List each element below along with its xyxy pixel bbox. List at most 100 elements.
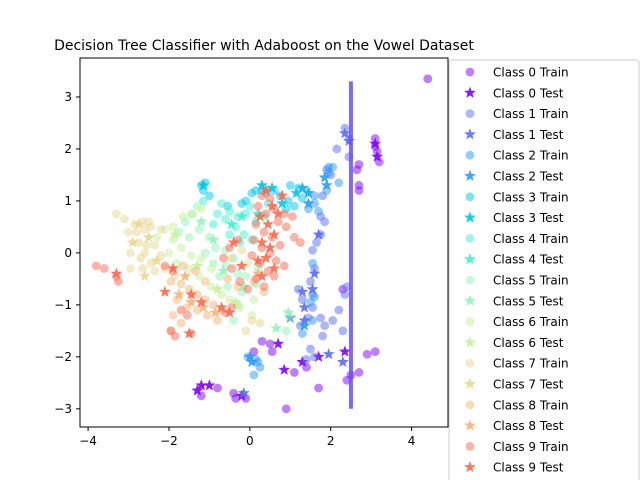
data-point-circle [257, 336, 267, 346]
series-class-6-test [169, 228, 242, 308]
data-point-star [290, 186, 303, 199]
data-point-circle [340, 290, 350, 299]
data-point-circle [243, 258, 253, 268]
data-point-circle [279, 209, 289, 219]
legend-entry-class-4-train: Class 4 Train [465, 232, 569, 246]
legend-frame [448, 59, 640, 480]
data-point-star [266, 181, 278, 193]
data-point-circle [314, 206, 323, 216]
data-point-star [338, 127, 351, 139]
data-point-star [211, 283, 224, 295]
data-points [91, 74, 433, 414]
data-point-circle [247, 251, 257, 260]
data-point-star [260, 251, 272, 264]
data-point-circle [156, 225, 166, 234]
data-point-circle [273, 217, 283, 227]
data-point-star [132, 218, 145, 230]
data-point-circle [227, 253, 237, 263]
data-point-circle [261, 209, 271, 219]
data-point-circle [164, 248, 174, 258]
legend-label: Class 0 Train [493, 66, 569, 80]
legend-label: Class 1 Train [493, 107, 569, 121]
y-tick-label: −1 [54, 298, 72, 312]
data-point-circle [259, 282, 269, 292]
data-point-star [207, 233, 220, 245]
data-point-star [278, 363, 291, 375]
data-point-circle [211, 243, 220, 253]
legend-label: Class 3 Train [493, 190, 569, 204]
y-tick-label: 3 [64, 90, 72, 104]
legend-entry-class-2-test: Class 2 Test [464, 170, 564, 184]
data-point-circle [241, 326, 251, 336]
data-point-star [191, 259, 204, 271]
data-point-circle [213, 316, 222, 325]
data-point-star [256, 179, 268, 191]
data-point-circle [134, 238, 144, 247]
data-point-star [159, 285, 171, 297]
legend-marker-star [464, 461, 476, 473]
legend-entry-class-9-test: Class 9 Test [464, 461, 564, 475]
data-point-circle [352, 165, 362, 175]
data-point-circle [316, 313, 326, 323]
legend-label: Class 8 Test [493, 419, 564, 433]
data-point-circle [354, 368, 364, 377]
data-point-circle [120, 214, 129, 224]
data-point-star [256, 236, 268, 248]
data-point-circle [176, 305, 186, 315]
data-point-circle [176, 279, 186, 289]
data-point-star [237, 387, 250, 399]
data-point-circle [235, 277, 245, 286]
data-point-circle [281, 222, 291, 232]
series-class-7-train [111, 209, 265, 336]
data-point-circle [205, 191, 214, 201]
data-point-star [262, 218, 274, 230]
data-point-star [185, 288, 198, 300]
data-point-circle [249, 295, 259, 305]
data-point-circle [168, 222, 178, 232]
data-point-circle [374, 157, 384, 167]
data-point-circle [306, 344, 315, 354]
data-point-circle [178, 212, 188, 221]
data-point-star [245, 355, 258, 368]
legend-label: Class 1 Test [493, 128, 564, 142]
data-point-circle [306, 297, 315, 307]
data-point-star [185, 296, 198, 308]
data-point-circle [247, 188, 257, 198]
legend-marker-circle [465, 442, 475, 451]
legend-marker-circle [465, 109, 475, 118]
data-point-circle [298, 329, 307, 338]
data-point-star [336, 355, 349, 368]
data-point-circle [306, 277, 315, 286]
data-point-circle [281, 404, 291, 414]
data-point-star [369, 137, 382, 149]
data-point-circle [237, 245, 247, 255]
data-point-circle [124, 227, 133, 237]
data-point-star [252, 267, 264, 279]
data-point-star [235, 259, 248, 271]
data-point-circle [225, 295, 235, 305]
data-point-star [318, 171, 331, 183]
data-point-star [276, 197, 289, 209]
data-point-circle [126, 264, 135, 273]
y-tick-label: 2 [64, 142, 72, 156]
data-point-circle [172, 295, 182, 305]
data-point-circle [237, 199, 247, 208]
x-tick-label: −4 [79, 434, 97, 448]
data-point-circle [308, 258, 317, 268]
data-point-circle [338, 326, 348, 336]
legend-marker-circle [465, 400, 475, 410]
data-point-circle [308, 245, 317, 255]
legend-entry-class-3-train: Class 3 Train [465, 190, 569, 204]
data-point-circle [176, 318, 186, 328]
data-point-star [338, 345, 351, 357]
data-point-star [173, 288, 185, 300]
data-point-star [191, 384, 204, 396]
series-class-5-test [195, 215, 295, 334]
data-point-circle [219, 253, 228, 263]
legend-entry-class-1-train: Class 1 Train [465, 107, 569, 121]
data-point-circle [271, 256, 281, 266]
data-point-circle [150, 266, 160, 276]
data-point-star [227, 236, 240, 248]
data-point-star [179, 270, 192, 282]
data-point-circle [255, 318, 265, 328]
